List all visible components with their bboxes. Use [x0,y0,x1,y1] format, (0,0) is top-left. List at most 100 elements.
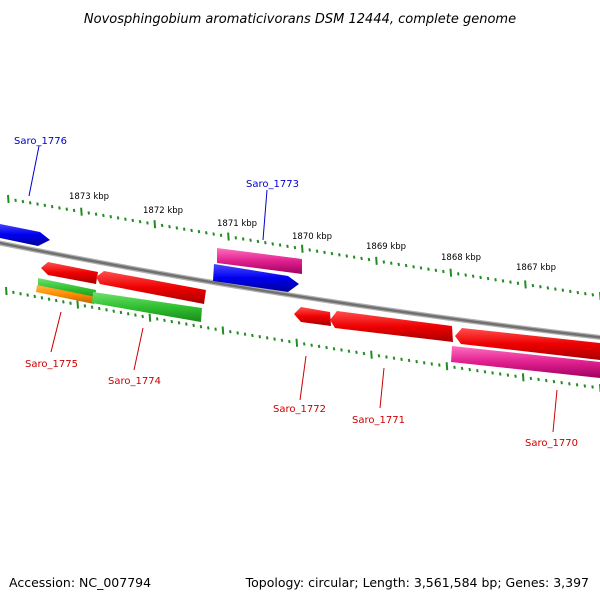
gene-saro-1771[interactable] [330,311,453,342]
kbp-tick-outer [584,292,587,296]
kbp-tick-inner [438,363,441,367]
kbp-tick-inner [214,327,217,331]
gene-label-saro-1776[interactable]: Saro_1776 [14,136,67,147]
kbp-tick-outer [464,273,467,277]
kbp-tick-outer [278,243,282,247]
kbp-tick-inner [265,336,269,340]
genome-summary-text: Topology: circular; Length: 3,561,584 bp… [245,575,589,590]
kbp-tick-outer [338,253,341,257]
kbp-tick-inner [491,371,494,375]
kbp-tick-inner [273,337,276,341]
kbp-tick-inner [185,322,188,326]
gene-saro-1773b[interactable] [213,264,299,292]
kbp-tick-inner [415,359,418,364]
kbp-tick-outer [404,263,408,268]
kbp-tick-outer [323,250,326,255]
kbp-tick-outer [442,269,445,274]
kbp-tick-outer [264,240,267,245]
kbp-tick-inner [537,377,540,382]
kbp-tick-outer [308,248,311,252]
kbp-tick-inner [310,343,313,347]
kbp-tick-inner [445,362,449,371]
kbp-tick-inner [251,333,254,338]
gene-saro-1775[interactable] [36,278,96,304]
kbp-tick-outer [479,275,482,280]
gene-label-saro-1775[interactable]: Saro_1775 [25,359,78,370]
kbp-tick-inner [177,321,181,325]
kbp-tick-outer [234,236,238,240]
kbp-tick-inner [134,313,137,317]
kbp-tick-outer [138,220,142,224]
gene-label-saro-1774[interactable]: Saro_1774 [108,376,161,387]
gene-label-saro-1771[interactable]: Saro_1771 [352,415,405,426]
kbp-tick-outer [36,202,39,206]
kbp-tick-outer [546,286,550,290]
kbp-tick-inner [90,305,94,309]
kbp-tick-outer [471,274,475,278]
gene-saro-1777[interactable] [41,262,98,284]
kbp-tick-outer [352,255,356,259]
kbp-tick-outer [124,217,127,221]
gene-saro-1773[interactable] [217,248,302,274]
kbp-tick-inner [280,338,284,343]
kbp-tick-outer [43,203,47,208]
gene-label-saro-1770[interactable]: Saro_1770 [525,438,578,449]
kbp-tick-inner [155,317,159,321]
kbp-tick-inner [98,306,101,311]
kbp-scale: 1873 kbp 1872 kbp 1871 kbp 1870 kbp 1869 kbp… [5,192,600,393]
kbp-tick-outer [212,232,215,236]
kbp-tick-outer [94,212,98,216]
kbp-tick-inner [258,334,262,339]
kbp-tick-outer [345,254,349,258]
kbp-tick-inner [148,313,152,322]
kbp-tick-outer [449,268,453,277]
kbp-tick-label: 1868 kbp [441,253,481,263]
gene-label-saro-1773[interactable]: Saro_1773 [246,179,299,190]
kbp-tick-inner [325,345,328,350]
kbp-tick-outer [501,279,505,283]
kbp-tick-inner [483,370,487,374]
kbp-tick-outer [516,281,520,285]
kbp-tick-outer [315,249,319,253]
kbp-tick-inner [370,350,373,359]
kbp-tick-inner [69,301,72,305]
kbp-tick-label: 1872 kbp [143,206,183,216]
kbp-tick-inner [54,298,58,303]
kbp-tick-label: 1869 kbp [366,242,406,252]
kbp-tick-inner [552,379,556,384]
gene-saro-1776[interactable] [0,223,50,246]
kbp-tick-outer [330,251,334,256]
kbp-tick-outer [205,231,208,235]
kbp-tick-outer [21,199,25,204]
kbp-tick-outer [28,201,32,205]
kbp-tick-inner [288,339,291,344]
kbp-tick-inner [199,324,203,329]
gene-saro-1772[interactable] [294,307,331,326]
kbp-tick-inner [575,383,579,387]
kbp-tick-outer [227,232,230,241]
kbp-tick-inner [377,354,381,358]
gene-saro-1770[interactable] [451,346,600,378]
kbp-tick-inner [453,365,456,370]
kbp-tick-label: 1867 kbp [516,263,556,273]
gene-saro-1770-upper[interactable] [455,328,600,360]
kbp-tick-outer [427,267,430,271]
kbp-tick-inner [514,374,517,378]
gene-saro-1775-upper[interactable] [96,271,206,304]
kbp-tick-inner [347,349,351,353]
accession-text: Accession: NC_007794 [9,575,152,590]
kbp-tick-inner [112,309,115,313]
kbp-tick-outer [397,262,400,267]
kbp-tick-inner [192,323,195,328]
kbp-tick-inner [47,297,51,301]
kbp-tick-inner [19,292,22,296]
gene-saro-1774[interactable] [92,292,202,322]
kbp-tick-outer [197,229,201,234]
kbp-tick-inner [362,351,366,356]
kbp-tick-inner [521,373,525,382]
kbp-tick-outer [576,290,580,295]
kbp-tick-inner [26,293,29,297]
gene-label-saro-1772[interactable]: Saro_1772 [273,404,326,415]
kbp-tick-outer [531,283,535,288]
